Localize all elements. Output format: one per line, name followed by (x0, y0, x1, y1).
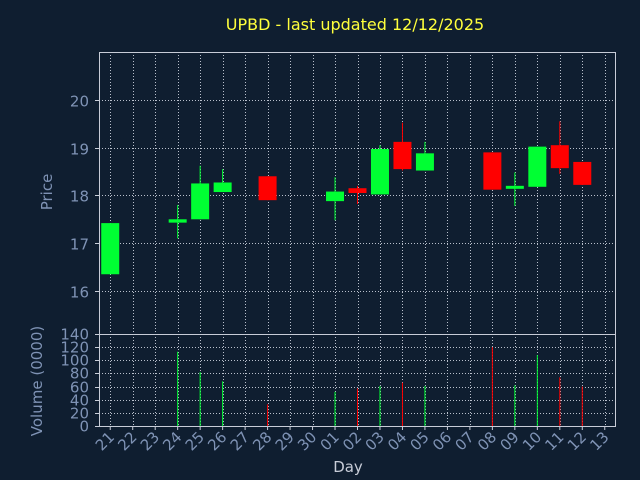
candle-body (213, 182, 232, 193)
candle-body (550, 145, 569, 169)
candle-body (348, 188, 367, 193)
volume-tick-label: 20 (70, 405, 89, 423)
candle-body (528, 146, 547, 187)
grid (99, 52, 616, 426)
candle-body (415, 153, 434, 171)
price-tick-label: 17 (70, 236, 89, 254)
candle-body (393, 141, 412, 170)
x-axis-label: Day (333, 458, 363, 476)
price-tick-label: 19 (70, 141, 89, 159)
candle-body (370, 149, 389, 195)
volume-tick-label: 120 (60, 339, 89, 357)
candle-body (258, 176, 277, 201)
price-tick-label: 16 (70, 284, 89, 302)
plot-frame (99, 52, 616, 427)
candle-body (101, 223, 120, 275)
candle-body (505, 185, 524, 189)
price-tick-label: 18 (70, 188, 89, 206)
volume-axis-label: Volume (0000) (28, 326, 46, 436)
price-axis-label: Price (38, 174, 56, 211)
volume-tick-label: 60 (70, 379, 89, 397)
price-tick-label: 20 (70, 93, 89, 111)
chart-title: UPBD - last updated 12/12/2025 (226, 15, 484, 34)
volume-tick-label: 0 (79, 418, 89, 436)
candle-body (168, 219, 187, 223)
volume-tick-label: 80 (70, 365, 89, 383)
candle-body (326, 191, 345, 202)
price-candles (101, 121, 592, 275)
candle-body (573, 161, 592, 185)
candle-body (483, 152, 502, 190)
volume-tick-label: 40 (70, 392, 89, 410)
volume-bars (177, 347, 583, 426)
volume-tick-label: 140 (60, 326, 89, 344)
x-tick-label: 13 (586, 428, 612, 454)
candle-body (191, 183, 210, 220)
volume-tick-label: 100 (60, 352, 89, 370)
